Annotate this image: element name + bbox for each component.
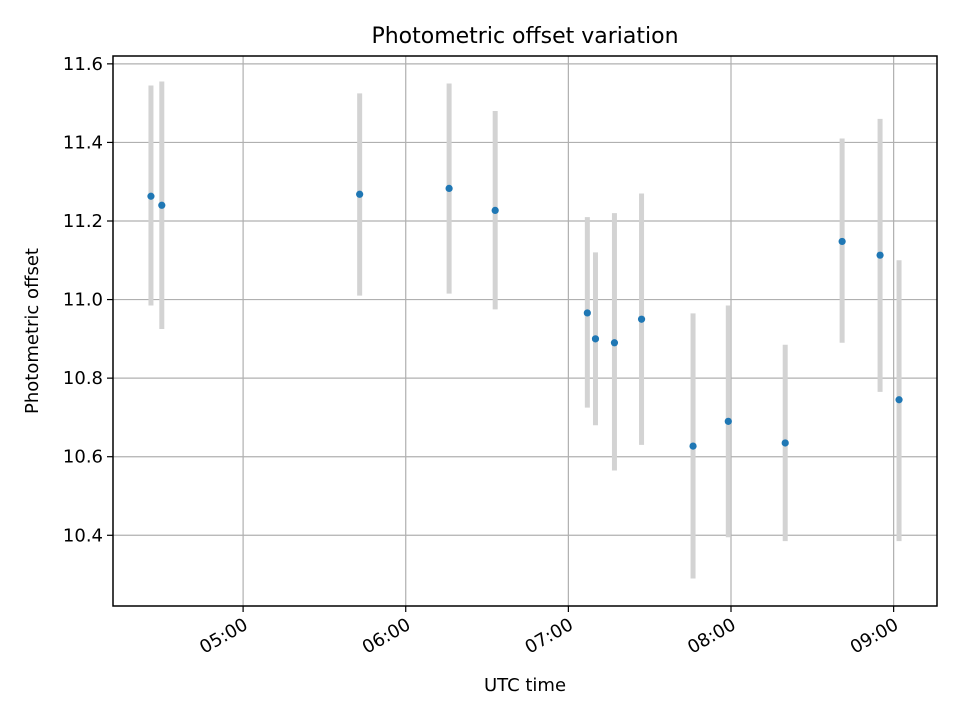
y-tick-label: 10.6 (63, 447, 103, 468)
chart-title: Photometric offset variation (371, 24, 678, 49)
data-point (637, 315, 646, 323)
data-point (838, 237, 846, 246)
y-tick-label: 11.6 (63, 54, 103, 75)
data-points (147, 184, 903, 450)
data-point (689, 442, 697, 450)
x-axis-label: UTC time (484, 675, 566, 696)
plot-frame (112, 55, 938, 607)
y-tick-label: 11.4 (63, 132, 103, 153)
y-tick-label: 11.2 (63, 211, 103, 232)
y-axis-label: Photometric offset (22, 248, 43, 414)
grid (113, 56, 937, 606)
data-point (895, 396, 903, 404)
data-point (781, 439, 789, 447)
y-tick-label: 11.0 (63, 290, 103, 311)
data-point (158, 201, 166, 209)
data-point (876, 251, 884, 259)
data-point (610, 339, 619, 347)
data-point (591, 335, 600, 343)
y-axis-ticks: 10.4 10.6 10.8 11.0 11.2 11.4 11.6 (63, 54, 113, 546)
data-point (724, 417, 732, 425)
data-point (445, 184, 453, 192)
y-tick-label: 10.8 (63, 368, 103, 389)
data-point (356, 190, 364, 198)
y-tick-label: 10.4 (63, 525, 103, 546)
data-point (491, 206, 499, 214)
data-point (583, 309, 591, 317)
data-point (147, 192, 155, 200)
